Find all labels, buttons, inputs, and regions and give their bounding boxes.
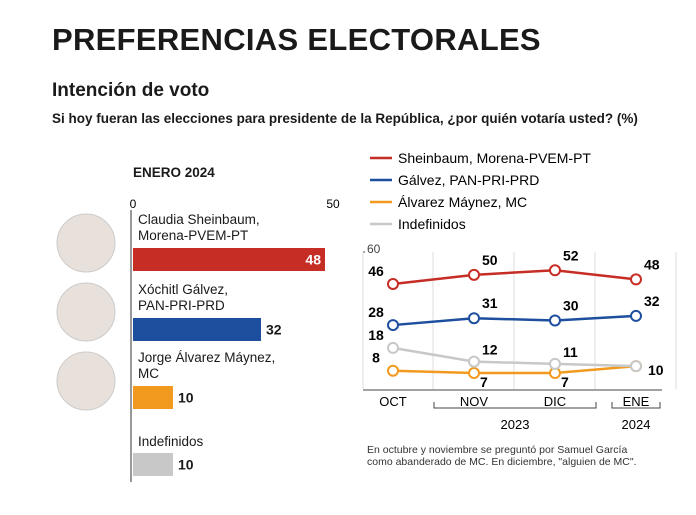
value-label: 30	[563, 298, 579, 314]
photo	[56, 282, 116, 342]
year-label: 2024	[622, 417, 651, 432]
series-line	[392, 269, 637, 286]
x-tick-label: NOV	[460, 394, 489, 409]
value-label: 7	[561, 374, 569, 390]
value-label: 46	[368, 263, 384, 279]
category-label: Xóchitl Gálvez, PAN-PRI-PRD	[138, 282, 229, 313]
value-label: 18	[368, 327, 384, 343]
value-label: 10	[178, 457, 194, 473]
year-bracket	[433, 402, 661, 409]
note: En octubre y noviembre se preguntó por S…	[367, 444, 637, 468]
value-label: 32	[266, 322, 282, 338]
subtitle: Intención de voto	[52, 80, 210, 101]
bar	[133, 386, 173, 409]
legend-label: Álvarez Máynez, MC	[398, 194, 527, 210]
x-tick-label: 50	[326, 197, 340, 211]
bar	[133, 318, 261, 341]
value-label: 7	[480, 374, 488, 390]
bar	[133, 248, 325, 271]
x-tick-label: OCT	[379, 394, 407, 409]
value-label: 10	[648, 362, 664, 378]
point	[630, 360, 642, 373]
point	[549, 264, 561, 277]
point	[468, 367, 480, 380]
bar	[133, 453, 173, 476]
value-label: 28	[368, 304, 384, 320]
value-label: 48	[644, 256, 660, 272]
legend-label: Sheinbaum, Morena-PVEM-PT	[398, 150, 591, 166]
title: PREFERENCIAS ELECTORALES	[52, 22, 541, 57]
category-label: Jorge Álvarez Máynez, MC	[138, 350, 276, 381]
value-label: 10	[178, 390, 194, 406]
point	[549, 357, 561, 370]
point	[387, 319, 399, 332]
point	[468, 268, 480, 281]
y-tick-label: 60	[367, 242, 381, 256]
value-label: 32	[644, 293, 660, 309]
x-tick-label: ENE	[623, 394, 650, 409]
photo	[56, 213, 116, 273]
value-label: 50	[482, 252, 498, 268]
legend-label: Indefinidos	[398, 216, 466, 232]
point	[387, 277, 399, 290]
value-label: 48	[305, 252, 321, 268]
question: Si hoy fueran las elecciones para presid…	[52, 111, 638, 126]
x-tick-label: 0	[130, 197, 137, 211]
series-line	[392, 314, 637, 327]
chart-title: ENERO 2024	[133, 165, 215, 180]
year-label: 2023	[501, 417, 530, 432]
point	[387, 341, 399, 354]
value-label: 8	[372, 350, 380, 366]
x-tick-label: DIC	[544, 394, 566, 409]
series-line	[392, 364, 637, 375]
category-label: Indefinidos	[138, 434, 204, 449]
point	[468, 312, 480, 325]
point	[549, 314, 561, 327]
point	[468, 355, 480, 368]
legend-label: Gálvez, PAN-PRI-PRD	[398, 172, 539, 188]
point	[387, 364, 399, 377]
value-label: 12	[482, 342, 498, 358]
point	[630, 309, 642, 322]
point	[630, 273, 642, 286]
value-label: 52	[563, 247, 579, 263]
value-label: 31	[482, 295, 498, 311]
category-label: Claudia Sheinbaum, Morena-PVEM-PT	[138, 212, 260, 243]
series-line	[392, 346, 637, 368]
photo	[56, 351, 116, 411]
value-label: 11	[563, 344, 578, 360]
